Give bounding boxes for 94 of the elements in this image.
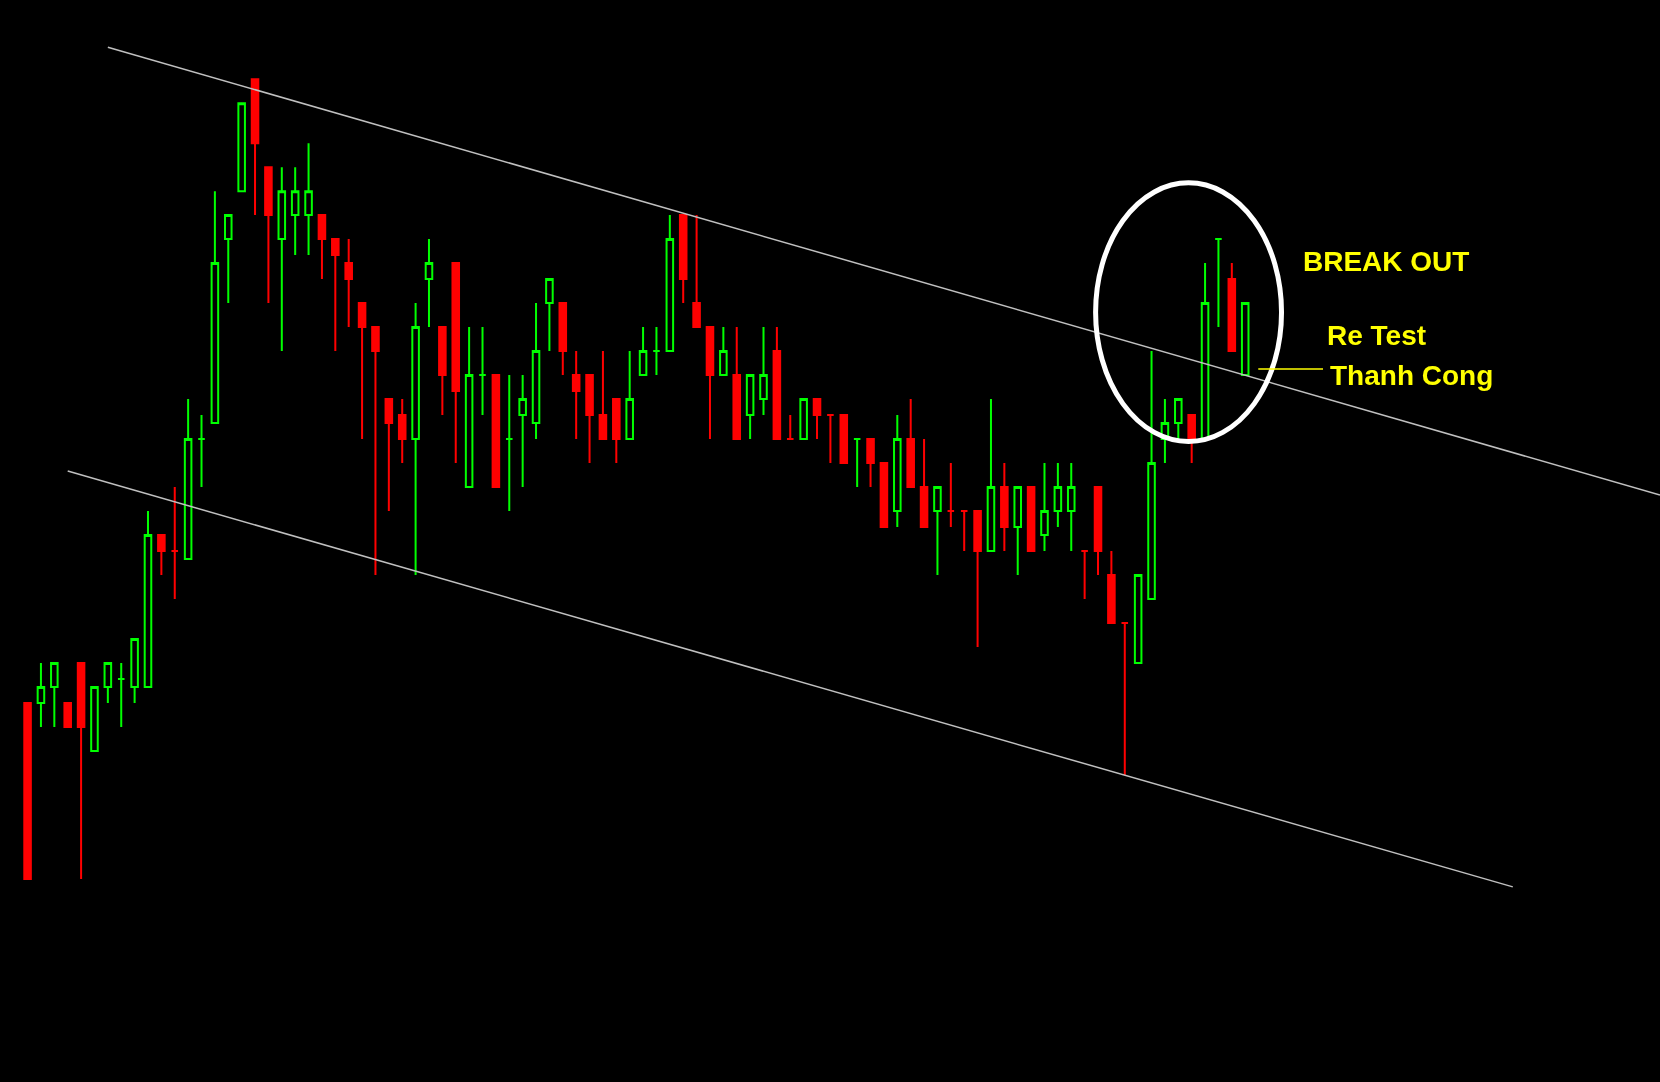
candlestick [478, 326, 487, 417]
candlestick [1066, 462, 1076, 552]
candlestick [1026, 486, 1036, 552]
candlestick [1107, 550, 1116, 624]
candlestick [826, 414, 835, 465]
candlestick [638, 326, 648, 377]
annotation: Thanh Cong [1330, 360, 1494, 391]
candlestick [946, 462, 956, 529]
candlestick [63, 701, 72, 728]
candlestick [76, 661, 86, 880]
candlestick [531, 302, 541, 441]
candlestick [906, 398, 915, 489]
candlestick [919, 438, 929, 529]
candlestick [893, 414, 902, 529]
candlestick [692, 214, 701, 329]
candlestick [451, 262, 461, 465]
candlestick [759, 326, 768, 417]
candlestick [304, 142, 313, 257]
candlestick [116, 661, 126, 728]
candlestick [36, 661, 46, 728]
candlestick [90, 685, 99, 752]
annotation: Re Test [1327, 320, 1427, 351]
candlestick [50, 661, 59, 728]
candlestick [397, 398, 407, 465]
candlestick [558, 302, 568, 377]
candlestick [1147, 350, 1156, 600]
candlestick [157, 534, 166, 576]
candlestick [290, 166, 300, 257]
candlestick [1013, 486, 1023, 576]
candlestick [331, 238, 340, 353]
candlestick [317, 214, 327, 281]
candlestick [1120, 621, 1130, 776]
candlestick [464, 326, 474, 489]
candlestick [1174, 398, 1183, 441]
candlestick [103, 661, 113, 704]
candlestick [1187, 414, 1196, 465]
candlestick [612, 398, 621, 465]
candlestick [866, 438, 875, 489]
candlestick [772, 326, 782, 441]
candlestick [518, 374, 527, 489]
candlestick [250, 78, 260, 217]
candlestick [1093, 486, 1103, 576]
candlestick [933, 486, 942, 576]
candlestick [130, 637, 139, 704]
candlestick [785, 414, 795, 441]
candlestick [1080, 550, 1089, 600]
candlestick [598, 350, 608, 441]
candlestick [504, 374, 514, 513]
candlestick [371, 326, 380, 576]
candlestick [812, 398, 822, 441]
candlestick [959, 510, 969, 552]
candlestick [1053, 462, 1063, 529]
candlestick [705, 326, 715, 441]
candlestick [1000, 462, 1009, 552]
annotation: BREAK OUT [1303, 246, 1470, 277]
candlestick [237, 102, 246, 193]
candlestick [1214, 238, 1223, 329]
candlestick [745, 374, 755, 441]
candlestick [197, 414, 206, 489]
candlestick [1240, 302, 1250, 377]
candlestick [143, 510, 153, 688]
candlestick [719, 326, 728, 377]
candlestick [665, 214, 675, 353]
candlestick [183, 398, 193, 560]
candlestick [1227, 262, 1237, 353]
candlestick [277, 166, 287, 353]
candlestick [1133, 573, 1143, 664]
candlestick [799, 398, 808, 441]
candlestick [411, 302, 420, 576]
candlestick [732, 326, 742, 441]
candlestick [264, 166, 273, 305]
candlestick [585, 374, 594, 465]
candlestick [986, 398, 996, 552]
candlestick [839, 414, 849, 465]
candlestick [23, 701, 32, 880]
candlestick [224, 214, 233, 305]
candlestick [491, 374, 501, 489]
candlestick [625, 350, 634, 441]
candlestick [210, 190, 220, 425]
candlestick [571, 350, 581, 441]
candlestick [384, 398, 394, 513]
candlestick [652, 326, 661, 377]
candlestick [545, 278, 554, 353]
candlestick [424, 238, 434, 329]
candlestick [357, 302, 367, 441]
candlestick [438, 326, 447, 417]
candlestick [879, 462, 889, 529]
candlestick [170, 486, 180, 600]
candlestick [852, 438, 862, 489]
candlestick [1040, 462, 1049, 552]
candlestick [678, 214, 688, 305]
candlestick [344, 238, 353, 329]
candlestick [973, 510, 982, 648]
candlestick [1200, 262, 1210, 441]
